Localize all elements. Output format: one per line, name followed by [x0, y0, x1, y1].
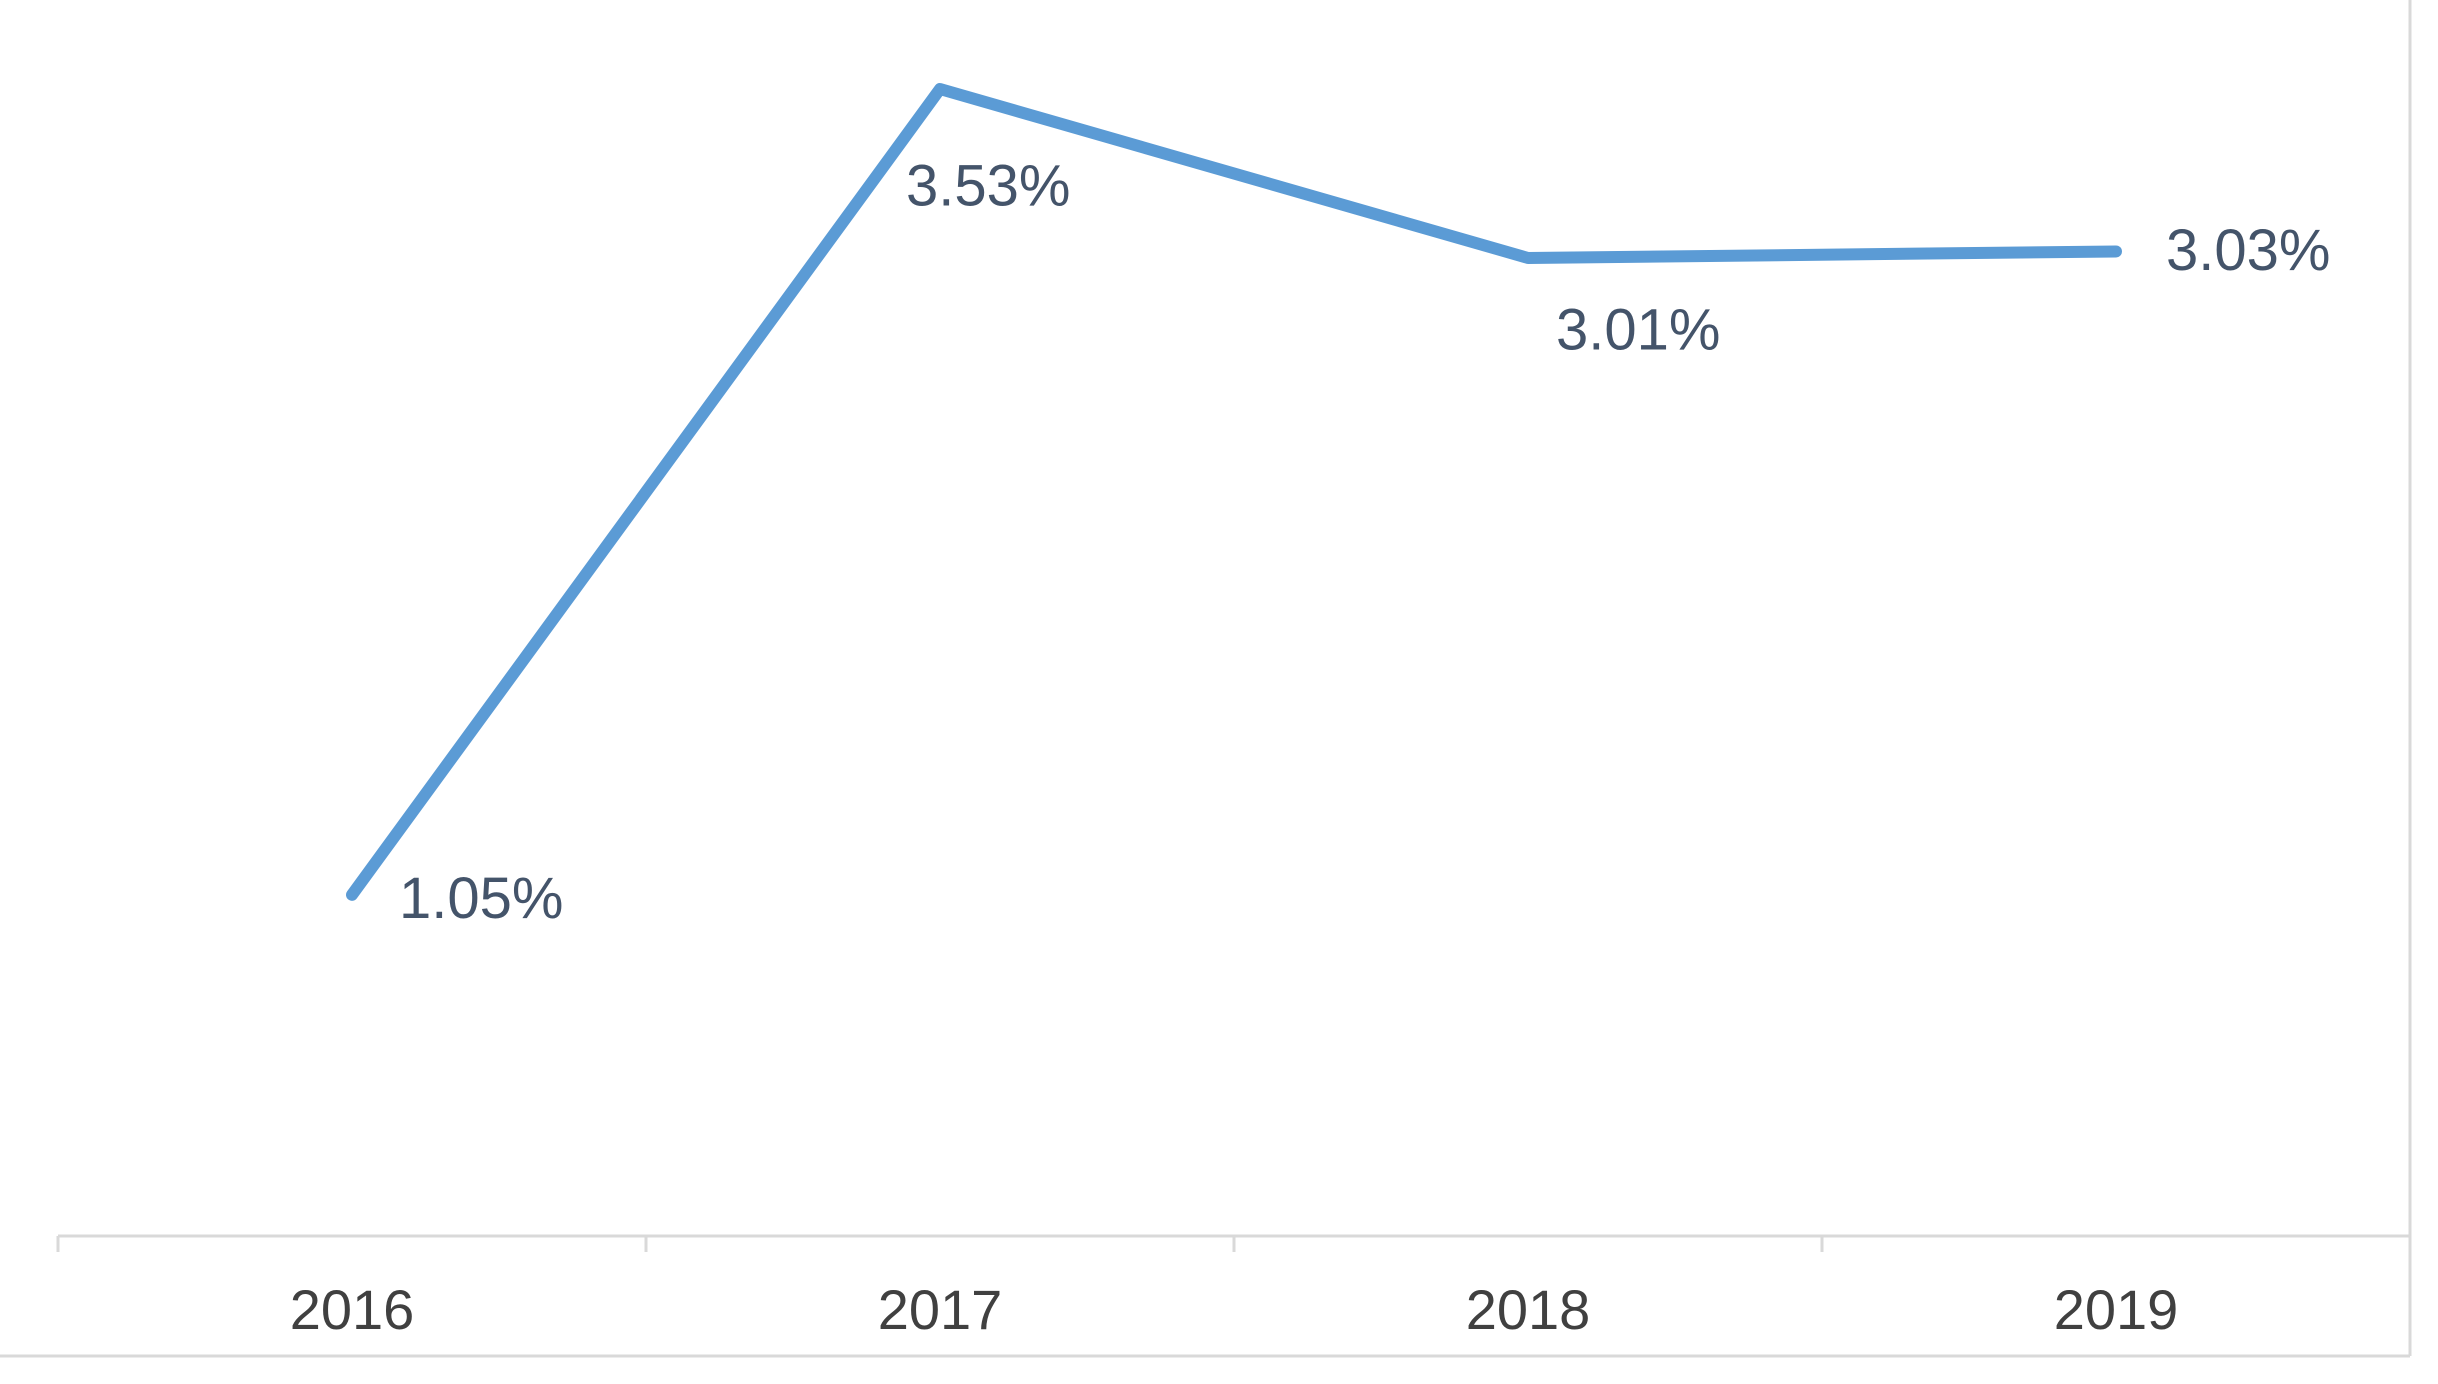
data-label: 3.53%	[906, 153, 1070, 218]
x-tick-label: 2018	[1466, 1278, 1591, 1341]
x-tick-label: 2019	[2054, 1278, 2179, 1341]
data-label: 3.03%	[2166, 218, 2330, 283]
line	[346, 83, 2122, 901]
x-tick-label: 2017	[878, 1278, 1003, 1341]
data-label: 1.05%	[399, 866, 563, 931]
data-label: 3.01%	[1556, 297, 1720, 362]
x-tick-label: 2016	[290, 1278, 415, 1341]
